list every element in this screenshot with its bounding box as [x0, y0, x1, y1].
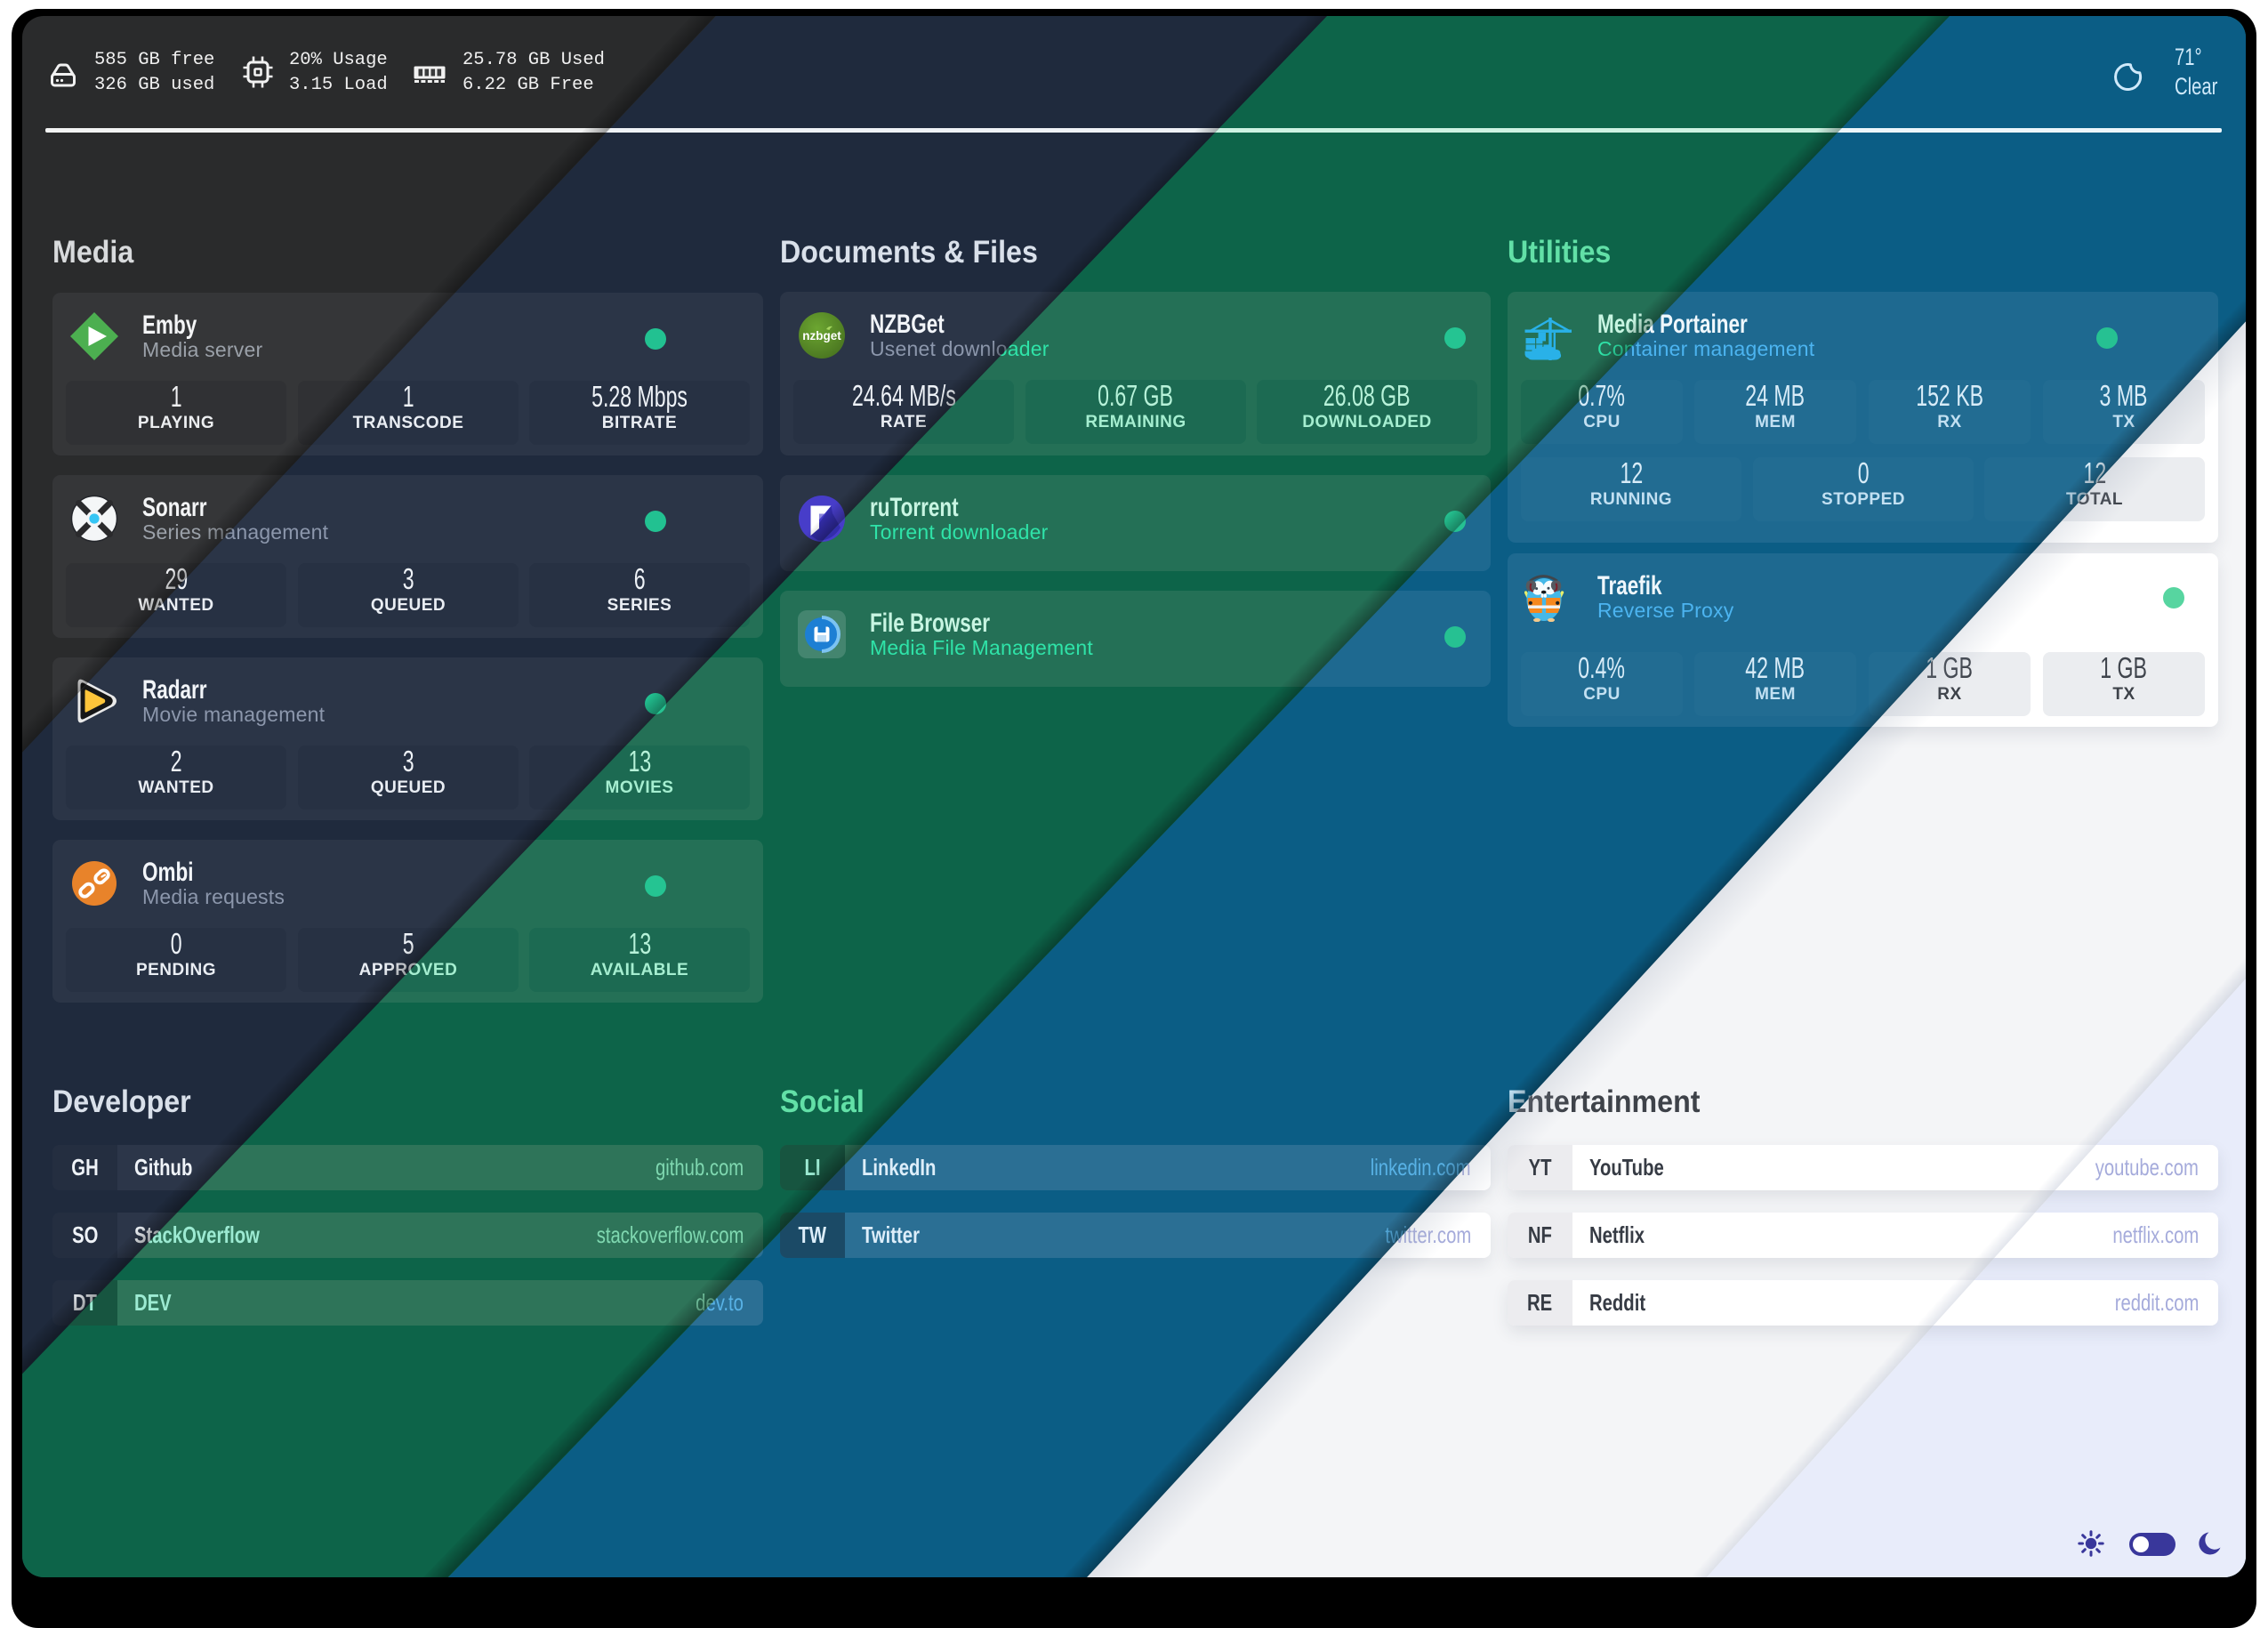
svg-text:nzbget: nzbget — [802, 329, 841, 343]
